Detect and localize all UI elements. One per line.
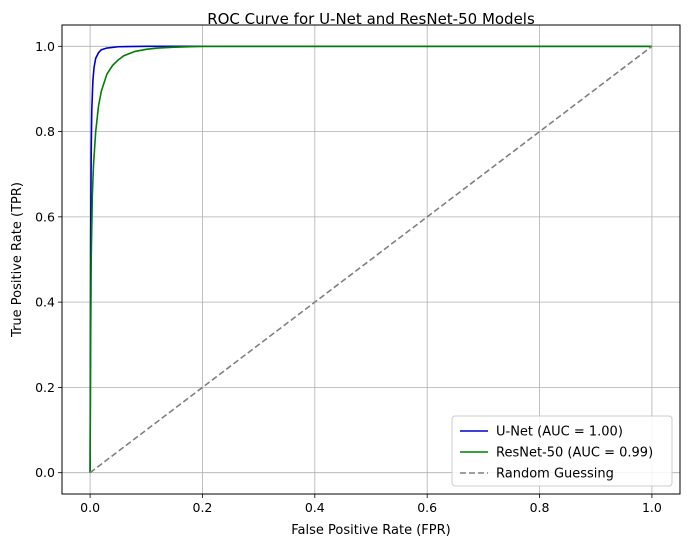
legend-label-0: U-Net (AUC = 1.00) [496, 425, 623, 440]
series-line-1 [89, 45, 652, 473]
y-tick-label: 0.8 [35, 124, 55, 139]
y-axis-label: True Positive Rate (TPR) [10, 182, 25, 338]
x-tick-label: 0.4 [305, 500, 325, 515]
legend-box [451, 415, 673, 487]
legend: U-Net (AUC = 1.00) ResNet-50 (AUC = 0.99)… [451, 415, 673, 487]
series-lines [89, 45, 653, 474]
axis-ticks: 0.0 0.2 0.4 0.6 0.8 1.0 0.0 0.2 0.4 0.6 0.8 1.0 [35, 39, 662, 515]
plot-frame [61, 24, 681, 495]
chart-title: ROC Curve for U-Net and ResNet-50 Models [207, 10, 535, 28]
y-tick-label: 0.0 [35, 465, 55, 480]
x-tick-label: 0.2 [193, 500, 213, 515]
y-tick-label: 0.2 [35, 380, 55, 395]
legend-label-1: ResNet-50 (AUC = 0.99) [496, 446, 653, 461]
y-tick-label: 1.0 [35, 39, 55, 54]
y-tick-label: 0.4 [35, 295, 55, 310]
x-axis-label: False Positive Rate (FPR) [291, 523, 450, 538]
y-tick-label: 0.6 [35, 209, 55, 224]
x-tick-label: 0.8 [530, 500, 550, 515]
legend-label-2: Random Guessing [496, 467, 614, 482]
x-tick-label: 0.6 [417, 500, 437, 515]
x-tick-label: 0.0 [80, 500, 100, 515]
series-line-0 [89, 45, 652, 473]
x-tick-label: 1.0 [642, 500, 662, 515]
series-line-2 [89, 45, 653, 474]
